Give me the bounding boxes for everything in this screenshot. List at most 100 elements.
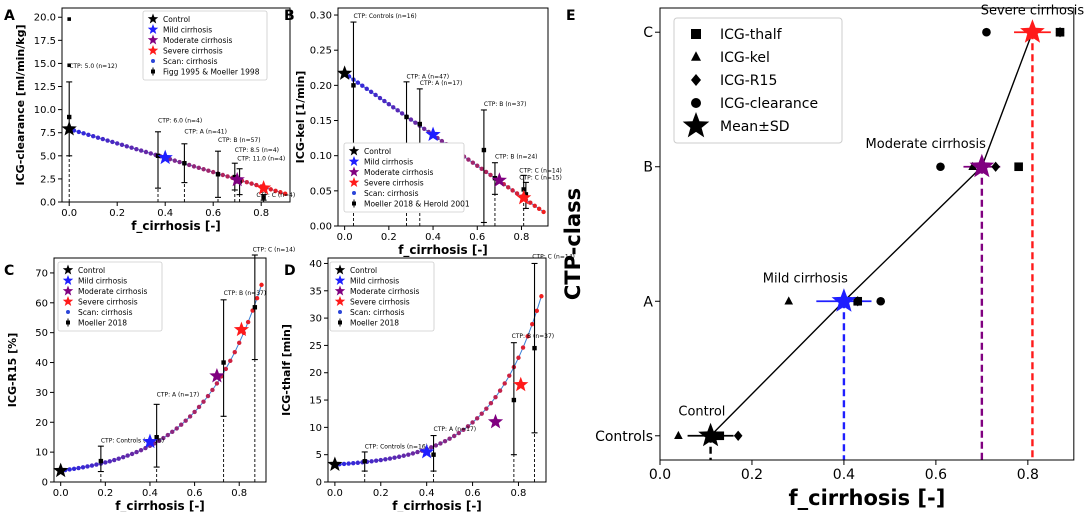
panel-d-legend-star-icon: [334, 264, 346, 275]
panel-e-x-tick-label: 0.4: [833, 467, 855, 483]
panel-e-legend-label: ICG-thalf: [720, 27, 783, 43]
panel-c-y-tick-label: 10: [35, 448, 48, 459]
panel-b-legend-square-icon: [352, 201, 356, 206]
panel-b-ctp-label: CTP: B (n=24): [495, 154, 538, 161]
panel-b-y-tick-label: 0.25: [310, 46, 332, 57]
panel-a-legend-label: Figg 1995 & Moeller 1998: [163, 68, 260, 77]
panel-b-x-tick-label: 0.2: [381, 232, 397, 243]
panel-a-scan-point: [95, 135, 101, 140]
panel-b-scan-point: [373, 92, 378, 98]
panel-e-icg-thalf-marker: [1014, 162, 1023, 172]
panel-b-legend-label: Mild cirrhosis: [364, 158, 413, 167]
panel-c-scan-point: [170, 429, 175, 435]
panel-b-data-marker: [523, 192, 529, 197]
panel-c-y-axis-label: ICG-R15 [%]: [6, 333, 19, 407]
panel-c-scan-point: [89, 463, 95, 468]
panel-c-data-marker: [98, 458, 104, 464]
panel-d-y-tick-label: 35: [309, 286, 322, 297]
panel-d-panel-letter: D: [284, 263, 296, 279]
panel-c-legend-dot-icon: [66, 310, 70, 314]
panel-b-axes-frame: [337, 7, 549, 227]
panel-c-x-tick-label: 0.8: [231, 488, 247, 499]
panel-b-scan-point: [466, 157, 471, 162]
panel-b-scan-point: [532, 203, 537, 208]
panel-e-icg-r15-marker: [991, 161, 1000, 172]
panel-d-scan-point: [530, 321, 535, 327]
panel-e-icg-thalf-marker: [715, 431, 725, 441]
panel-d-data-marker: [511, 397, 517, 403]
panel-b-scan-point: [386, 101, 392, 107]
panel-e-panel-letter: E: [566, 8, 576, 24]
panel-b-ctp-label: CTP: B (n=37): [484, 101, 527, 108]
panel-d-scan-point: [355, 460, 361, 465]
panel-c-scan-point: [183, 418, 188, 423]
panel-e-y-tick-label: B: [643, 160, 653, 176]
panel-e-legend-triangle-icon: [691, 51, 701, 61]
panel-b-y-tick-label: 0.15: [310, 116, 332, 127]
panel-a-y-tick-label: 15.0: [34, 59, 56, 70]
panel-d-scan-point: [433, 443, 439, 448]
panel-a-legend-label: Scan: cirrhosis: [163, 57, 218, 66]
panel-a-scan-point: [211, 169, 216, 175]
panel-b-legend-star-icon: [348, 145, 360, 156]
panel-e-x-axis-label: f_cirrhosis [-]: [789, 486, 946, 510]
panel-d-ctp-label: CTP: C (n=14): [532, 254, 575, 261]
panel-a-ctp-label: CTP: 8.5 (n=4): [235, 147, 279, 154]
panel-c-legend-star-icon: [62, 285, 74, 296]
panel-e-icg-r15-marker: [853, 296, 863, 307]
panel-c-y-tick-label: 70: [35, 268, 48, 279]
panel-b-y-tick-label: 0.05: [310, 186, 332, 197]
panel-d-y-tick-label: 25: [309, 341, 322, 352]
panel-b-scan-point: [377, 95, 383, 101]
panel-a-legend-label: Mild cirrhosis: [163, 26, 212, 35]
panel-e-legend-label: ICG-clearance: [720, 96, 818, 112]
panel-d-star-control: [327, 456, 343, 471]
panel-b-y-tick-label: 0.10: [310, 151, 332, 162]
panel-d-scan-point: [387, 456, 393, 461]
panel-d-ctp-label: CTP: A (n=17): [434, 426, 477, 433]
panel-a-outlier-marker: [67, 63, 71, 68]
panel-a-scan-point: [139, 148, 144, 153]
panel-d-scan-point: [346, 461, 351, 466]
panel-a-y-tick-label: 17.5: [34, 36, 56, 47]
panel-a-y-tick-label: 7.5: [40, 128, 56, 139]
panel-b-ctp-label: CTP: C (n=14): [519, 168, 562, 175]
panel-b-scan-point: [364, 86, 369, 91]
panel-d-legend-label: Moeller 2018: [350, 319, 399, 328]
panel-a-legend-square-icon: [151, 69, 155, 74]
panel-d-scan-point: [484, 406, 489, 411]
panel-d-legend-label: Severe cirrhosis: [350, 298, 410, 307]
panel-b-ctp-label: CTP: Controls (n=16): [353, 13, 416, 20]
panel-a-legend-label: Control: [163, 15, 190, 24]
panel-a-y-tick-label: 10.0: [34, 105, 56, 116]
panel-a-panel-letter: A: [4, 8, 15, 24]
panel-a-y-tick-label: 20.0: [34, 13, 56, 24]
panel-b-star-moderate-cirrhosis: [491, 172, 507, 187]
panel-b-legend-label: Moeller 2018 & Herold 2001: [364, 200, 470, 209]
panel-a-scan-point: [187, 162, 192, 168]
panel-c-legend-star-icon: [62, 275, 74, 285]
panel-c-data-marker: [252, 305, 258, 310]
panel-a-legend-star-icon: [147, 34, 159, 45]
panel-c-x-tick-label: 0.2: [97, 488, 113, 499]
panel-b-scan-point: [514, 191, 520, 196]
panel-a-scan-point: [201, 167, 206, 172]
panel-c-legend-label: Moeller 2018: [78, 319, 127, 328]
panel-a-ctp-label: CTP: C (n=4): [256, 192, 295, 199]
panel-d-legend-label: Control: [350, 266, 377, 275]
panel-c-scan-point: [259, 282, 264, 288]
panel-a-scan-point: [273, 188, 278, 194]
panel-e-icg-clearance-marker: [936, 162, 945, 172]
panel-e-x-tick-label: 0.0: [649, 467, 671, 483]
panel-c-legend-label: Moderate cirrhosis: [78, 287, 147, 296]
panel-e-legend-diamond-icon: [691, 74, 701, 86]
panel-d-y-tick-label: 5: [316, 450, 322, 461]
panel-c-y-tick-label: 50: [35, 328, 48, 339]
panel-a-star-control: [61, 121, 77, 136]
panel-a-scan-point: [129, 145, 134, 150]
panel-e-icg-kel-marker: [784, 296, 794, 305]
panel-d-scan-point: [415, 449, 420, 455]
panel-d-scan-point: [539, 294, 544, 299]
panel-c-scan-point: [94, 462, 99, 467]
panel-e-legend-box: [673, 17, 843, 144]
